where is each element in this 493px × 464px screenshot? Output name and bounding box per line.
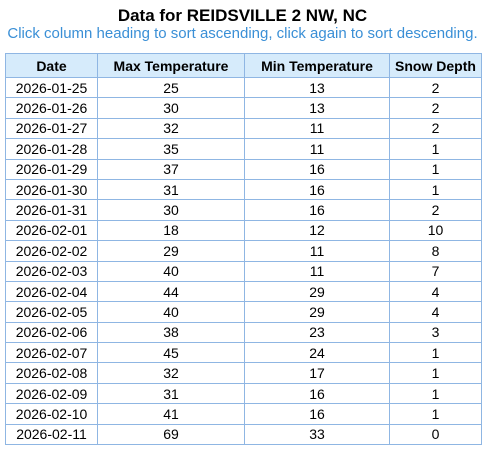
date-cell: 2026-02-04 [5, 280, 98, 303]
min-temperature-cell: 16 [244, 382, 390, 405]
date-cell: 2026-02-08 [5, 362, 98, 384]
column-header-date[interactable]: Date [5, 53, 98, 78]
min-temperature-cell: 17 [244, 362, 390, 384]
table-row: 2026-01-30 31 16 1 [5, 178, 482, 201]
snow-depth-cell: 1 [389, 403, 482, 425]
page-title: Data for REIDSVILLE 2 NW, NC [117, 6, 368, 25]
date-cell: 2026-01-25 [5, 76, 98, 99]
table-row: 2026-02-01 18 12 10 [5, 219, 482, 242]
date-cell: 2026-02-01 [5, 219, 98, 242]
date-cell: 2026-02-06 [5, 321, 98, 344]
date-cell: 2026-02-07 [5, 342, 98, 364]
snow-depth-cell: 2 [389, 97, 482, 119]
max-temperature-cell: 31 [97, 382, 245, 405]
date-cell: 2026-02-10 [5, 403, 98, 425]
min-temperature-cell: 12 [244, 219, 390, 242]
max-temperature-cell: 41 [97, 403, 245, 425]
table-row: 2026-02-05 40 29 4 [5, 301, 482, 323]
max-temperature-cell: 37 [97, 158, 245, 180]
min-temperature-cell: 13 [244, 97, 390, 119]
min-temperature-cell: 11 [244, 260, 390, 282]
table-row: 2026-01-28 35 11 1 [5, 138, 482, 160]
max-temperature-cell: 25 [97, 76, 245, 99]
max-temperature-cell: 18 [97, 219, 245, 242]
min-temperature-cell: 16 [244, 199, 390, 221]
snow-depth-cell: 2 [389, 76, 482, 99]
table-row: 2026-02-04 44 29 4 [5, 280, 482, 303]
date-cell: 2026-01-26 [5, 97, 98, 119]
column-header-snow-depth[interactable]: Snow Depth [389, 53, 482, 78]
table-row: 2026-02-08 32 17 1 [5, 362, 482, 384]
date-cell: 2026-01-30 [5, 178, 98, 201]
table-row: 2026-02-09 31 16 1 [5, 382, 482, 405]
min-temperature-cell: 16 [244, 403, 390, 425]
date-cell: 2026-01-28 [5, 138, 98, 160]
date-cell: 2026-01-31 [5, 199, 98, 221]
snow-depth-cell: 0 [389, 423, 482, 446]
min-temperature-cell: 23 [244, 321, 390, 344]
snow-depth-cell: 4 [389, 280, 482, 303]
max-temperature-cell: 32 [97, 117, 245, 140]
snow-depth-cell: 1 [389, 158, 482, 180]
max-temperature-cell: 29 [97, 240, 245, 262]
table-row: 2026-02-03 40 11 7 [5, 260, 482, 282]
min-temperature-cell: 16 [244, 158, 390, 180]
max-temperature-cell: 31 [97, 178, 245, 201]
snow-depth-cell: 2 [389, 199, 482, 221]
table-row: 2026-01-27 32 11 2 [5, 117, 482, 140]
max-temperature-cell: 32 [97, 362, 245, 384]
date-cell: 2026-02-09 [5, 382, 98, 405]
min-temperature-cell: 16 [244, 178, 390, 201]
column-header-max-temperature[interactable]: Max Temperature [97, 53, 245, 78]
snow-depth-cell: 7 [389, 260, 482, 282]
max-temperature-cell: 44 [97, 280, 245, 303]
sort-instructions: Click column heading to sort ascending, … [7, 25, 478, 42]
date-cell: 2026-01-29 [5, 158, 98, 180]
snow-depth-cell: 2 [389, 117, 482, 140]
max-temperature-cell: 35 [97, 138, 245, 160]
max-temperature-cell: 40 [97, 260, 245, 282]
min-temperature-cell: 11 [244, 240, 390, 262]
date-cell: 2026-01-27 [5, 117, 98, 140]
data-table: Date Max Temperature Min Temperature Sno… [5, 53, 482, 446]
date-cell: 2026-02-05 [5, 301, 98, 323]
snow-depth-cell: 3 [389, 321, 482, 344]
header-row: Date Max Temperature Min Temperature Sno… [5, 53, 482, 78]
min-temperature-cell: 24 [244, 342, 390, 364]
table-row: 2026-01-25 25 13 2 [5, 76, 482, 99]
min-temperature-cell: 13 [244, 76, 390, 99]
max-temperature-cell: 40 [97, 301, 245, 323]
table-row: 2026-01-29 37 16 1 [5, 158, 482, 180]
snow-depth-cell: 1 [389, 138, 482, 160]
table-row: 2026-02-11 69 33 0 [5, 423, 482, 446]
date-cell: 2026-02-02 [5, 240, 98, 262]
snow-depth-cell: 4 [389, 301, 482, 323]
min-temperature-cell: 11 [244, 138, 390, 160]
column-header-min-temperature[interactable]: Min Temperature [244, 53, 390, 78]
table-row: 2026-01-26 30 13 2 [5, 97, 482, 119]
max-temperature-cell: 45 [97, 342, 245, 364]
table-row: 2026-02-07 45 24 1 [5, 342, 482, 364]
table-row: 2026-02-10 41 16 1 [5, 403, 482, 425]
table-row: 2026-02-06 38 23 3 [5, 321, 482, 344]
snow-depth-cell: 1 [389, 178, 482, 201]
max-temperature-cell: 38 [97, 321, 245, 344]
snow-depth-cell: 8 [389, 240, 482, 262]
min-temperature-cell: 29 [244, 301, 390, 323]
table-body: 2026-01-25 25 13 2 2026-01-26 30 13 2 2026-01-27… [5, 76, 482, 446]
snow-depth-cell: 1 [389, 362, 482, 384]
max-temperature-cell: 69 [97, 423, 245, 446]
max-temperature-cell: 30 [97, 199, 245, 221]
max-temperature-cell: 30 [97, 97, 245, 119]
min-temperature-cell: 29 [244, 280, 390, 303]
snow-depth-cell: 10 [389, 219, 482, 242]
table-row: 2026-02-02 29 11 8 [5, 240, 482, 262]
min-temperature-cell: 33 [244, 423, 390, 446]
date-cell: 2026-02-03 [5, 260, 98, 282]
min-temperature-cell: 11 [244, 117, 390, 140]
table-row: 2026-01-31 30 16 2 [5, 199, 482, 221]
snow-depth-cell: 1 [389, 342, 482, 364]
snow-depth-cell: 1 [389, 382, 482, 405]
date-cell: 2026-02-11 [5, 423, 98, 446]
